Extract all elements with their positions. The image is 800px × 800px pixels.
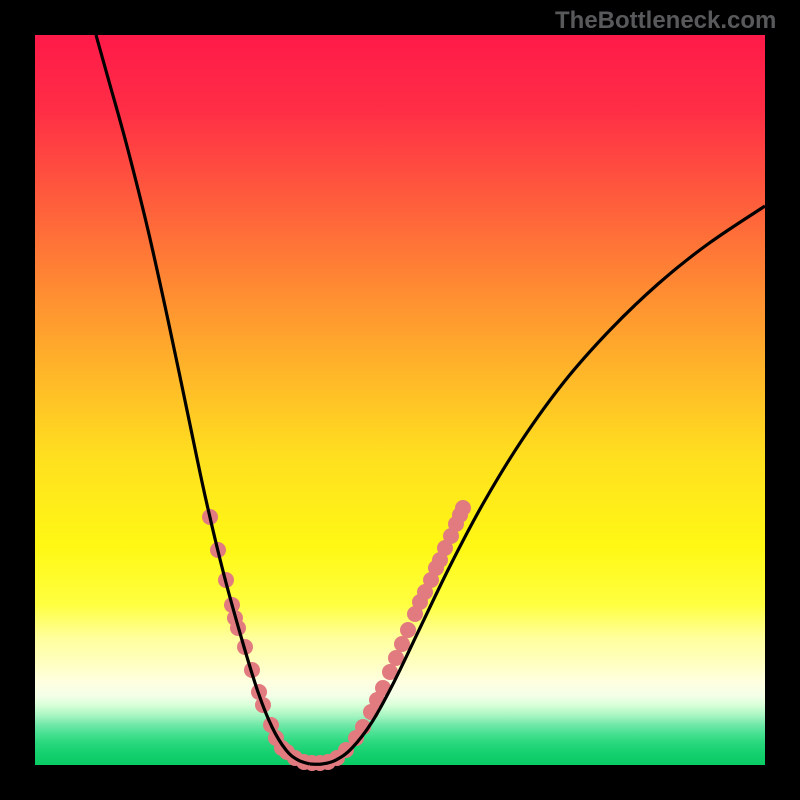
plot-area: [35, 35, 765, 765]
watermark-text: TheBottleneck.com: [555, 7, 776, 35]
chart-container: TheBottleneck.com: [0, 0, 800, 800]
